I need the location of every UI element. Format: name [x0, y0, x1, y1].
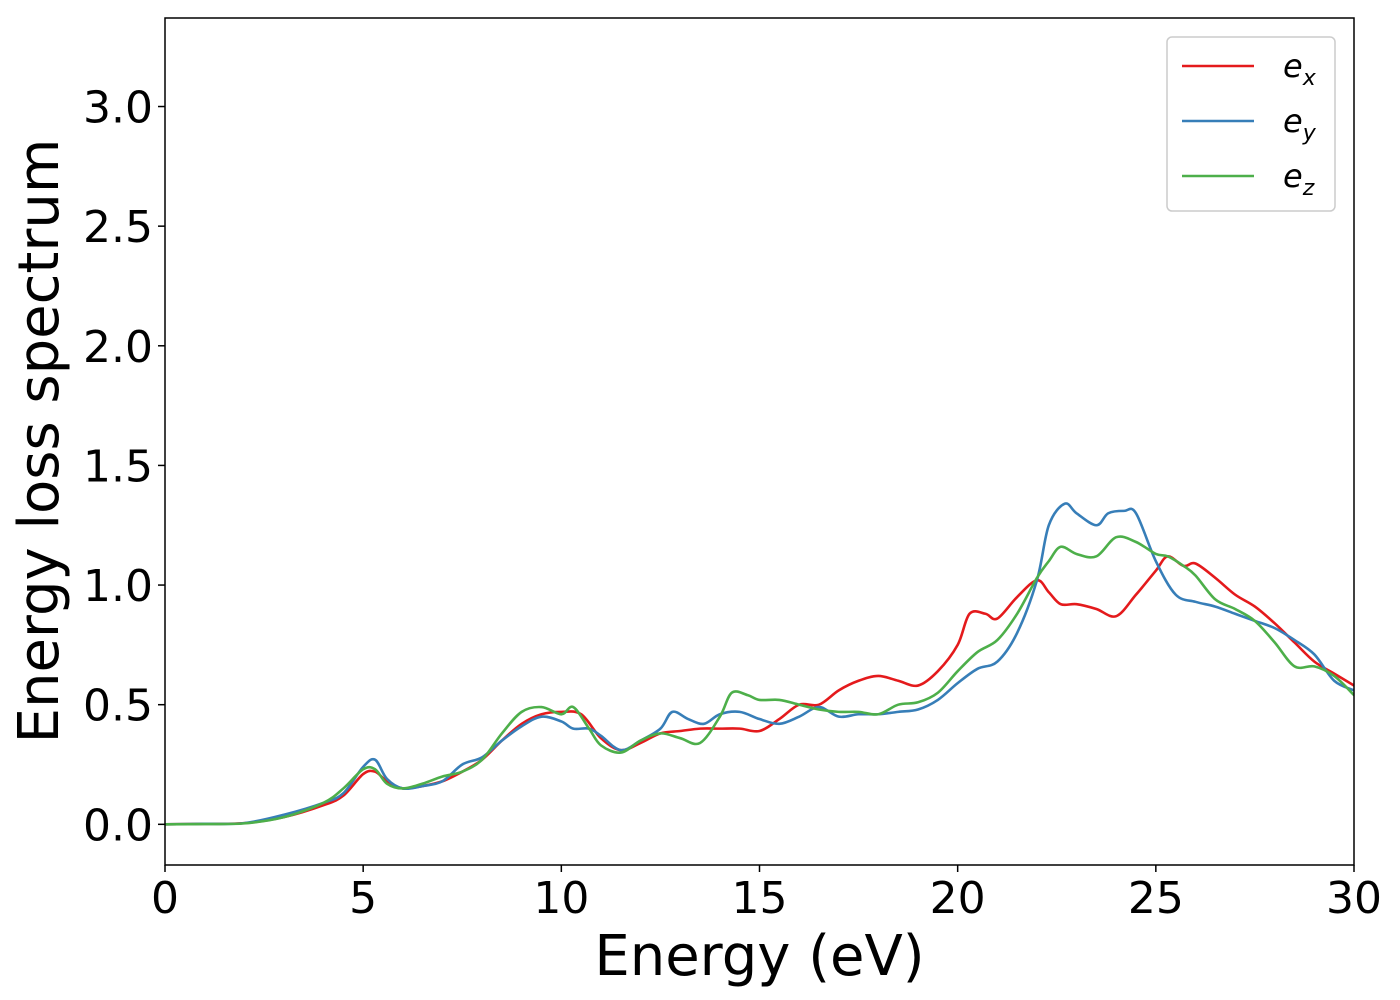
x-tick-label: 10 — [533, 873, 589, 924]
x-tick-label: 25 — [1128, 873, 1184, 924]
series-layer — [165, 502, 1354, 826]
x-tick-label: 15 — [732, 873, 788, 924]
y-axis-title: Energy loss spectrum — [7, 139, 72, 744]
legend: ex ey ez — [1166, 36, 1336, 212]
x-axis: 0 5 10 15 20 25 30 — [151, 865, 1382, 924]
series-line-y — [165, 502, 1354, 826]
x-tick-label: 0 — [151, 873, 179, 924]
legend-label-z: ez — [1283, 157, 1315, 201]
y-tick-label: 0.0 — [83, 800, 153, 851]
series-line-z — [165, 535, 1354, 826]
y-tick-label: 1.0 — [83, 561, 153, 612]
x-tick-label: 20 — [930, 873, 986, 924]
legend-label-x: ex — [1283, 47, 1317, 91]
legend-box — [1166, 36, 1336, 212]
y-tick-label: 2.5 — [83, 202, 153, 253]
x-tick-label: 30 — [1326, 873, 1382, 924]
y-tick-label: 2.0 — [83, 322, 153, 373]
x-axis-title: Energy (eV) — [594, 924, 924, 989]
x-tick-label: 5 — [349, 873, 377, 924]
y-tick-label: 0.5 — [83, 681, 153, 732]
y-tick-label: 1.5 — [83, 441, 153, 492]
y-axis: 0.0 0.5 1.0 1.5 2.0 2.5 3.0 — [83, 83, 165, 851]
legend-label-y: ey — [1283, 102, 1317, 146]
y-tick-label: 3.0 — [83, 83, 153, 134]
